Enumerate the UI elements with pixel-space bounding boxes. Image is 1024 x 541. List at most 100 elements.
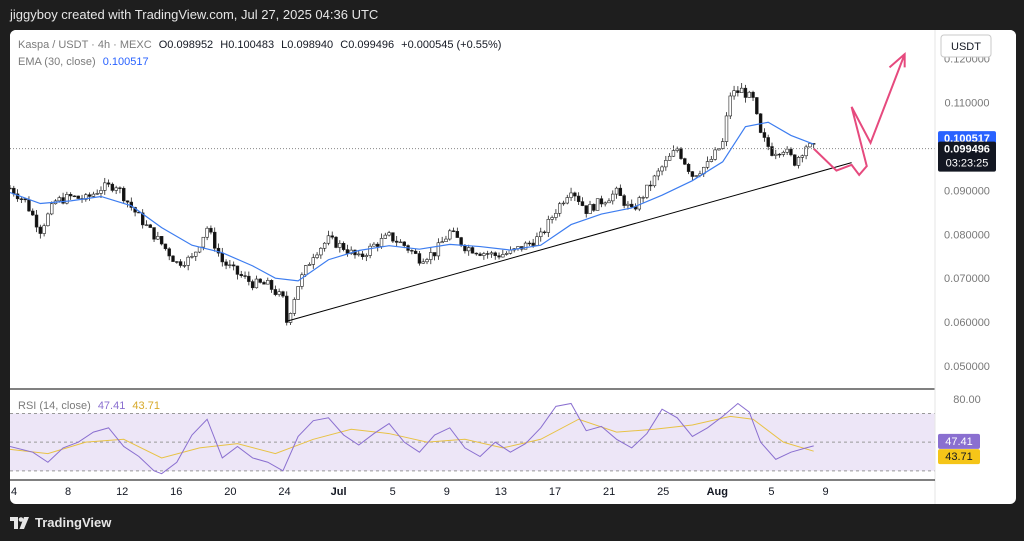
svg-text:0.099496: 0.099496 xyxy=(944,144,990,156)
candle xyxy=(478,252,482,257)
candle xyxy=(705,156,710,170)
candle xyxy=(595,198,600,211)
candle xyxy=(565,194,569,205)
candle xyxy=(31,208,35,216)
price-scale[interactable]: 0.1200000.1100000.1000000.0900000.080000… xyxy=(944,54,990,373)
candle xyxy=(334,236,338,249)
price-tick-label: 0.080000 xyxy=(944,229,990,241)
last-price-tag: 0.099496 03:23:25 xyxy=(938,141,996,172)
candle xyxy=(247,271,251,286)
candle xyxy=(46,212,50,227)
candle xyxy=(709,156,714,163)
chart-panel[interactable]: 0.1200000.1100000.1000000.0900000.080000… xyxy=(10,30,1016,504)
candle xyxy=(766,134,770,151)
candle xyxy=(315,252,319,260)
candle xyxy=(167,247,171,261)
candle xyxy=(266,277,270,285)
trend-line[interactable] xyxy=(286,162,852,322)
candle xyxy=(690,171,695,181)
legend-symbol: Kaspa / USDT · 4h · MEXC xyxy=(18,39,152,51)
candle xyxy=(474,252,478,256)
candle xyxy=(470,245,475,254)
rsi-ma-value: 43.71 xyxy=(132,400,160,412)
candle xyxy=(485,250,490,259)
time-tick-label: 16 xyxy=(170,486,182,498)
candle xyxy=(747,90,751,98)
candle xyxy=(429,247,433,265)
candle xyxy=(527,240,532,246)
candle xyxy=(87,192,92,201)
candle xyxy=(410,249,414,255)
candle xyxy=(413,248,418,255)
candle xyxy=(156,231,160,240)
candle xyxy=(728,92,732,119)
candle xyxy=(273,285,278,297)
candle xyxy=(467,244,471,256)
candle xyxy=(288,312,293,326)
candle xyxy=(550,215,554,224)
legend-c-label: C xyxy=(340,39,348,51)
candle xyxy=(455,227,460,238)
candle xyxy=(338,240,342,253)
candle xyxy=(804,144,808,160)
rsi-value: 47.41 xyxy=(98,400,126,412)
candle xyxy=(228,260,232,269)
candle xyxy=(554,209,558,221)
candle xyxy=(148,223,152,228)
time-tick-label: 13 xyxy=(495,486,507,498)
candle xyxy=(580,197,585,207)
candle xyxy=(19,197,24,203)
countdown: 03:23:25 xyxy=(946,158,989,170)
candle xyxy=(603,201,607,207)
legend-h-value: 0.100483 xyxy=(228,39,274,51)
candle xyxy=(504,251,509,256)
candle xyxy=(770,142,774,157)
candle xyxy=(34,210,39,233)
candle xyxy=(296,286,300,300)
tradingview-logo-icon xyxy=(10,516,29,529)
candle xyxy=(618,184,623,196)
candle xyxy=(285,291,289,326)
candle xyxy=(622,193,626,209)
candle xyxy=(231,261,236,271)
candle xyxy=(739,83,744,93)
currency-button[interactable]: USDT xyxy=(940,34,992,58)
candle xyxy=(178,259,183,268)
svg-text:47.41: 47.41 xyxy=(945,436,973,448)
candle xyxy=(194,251,198,261)
candle xyxy=(311,253,315,269)
price-pane[interactable] xyxy=(10,30,1016,388)
tradingview-logo[interactable]: TradingView xyxy=(10,515,111,530)
candle xyxy=(417,250,422,266)
legend-h-label: H xyxy=(220,39,228,51)
rsi-line xyxy=(10,402,814,475)
candle xyxy=(667,153,672,161)
candle xyxy=(497,252,501,260)
price-chart[interactable]: 0.1200000.1100000.1000000.0900000.080000… xyxy=(10,30,1016,504)
legend-ema-label: EMA (30, close) xyxy=(18,56,96,68)
candle xyxy=(671,145,676,157)
candle xyxy=(216,243,221,257)
candle xyxy=(357,250,361,257)
ema-line xyxy=(10,121,814,282)
candle xyxy=(432,252,437,261)
time-tick-label: Aug xyxy=(707,486,728,498)
candle xyxy=(250,279,255,291)
candle xyxy=(614,186,619,199)
candle xyxy=(175,261,179,264)
candle xyxy=(262,280,266,285)
candle xyxy=(440,236,444,244)
time-scale[interactable]: 4 8 12 16 20 24 Jul 5 9 13 17 21 25 Aug 5 9 xyxy=(11,486,829,498)
candle xyxy=(182,261,187,268)
candle xyxy=(110,182,115,193)
svg-text:43.71: 43.71 xyxy=(945,451,973,463)
candle xyxy=(125,200,130,208)
candle xyxy=(557,201,562,217)
candle xyxy=(38,224,43,239)
candle xyxy=(10,185,12,190)
candle xyxy=(793,154,797,167)
candle xyxy=(755,97,759,115)
candle xyxy=(307,262,312,266)
projection-arrow[interactable] xyxy=(812,51,906,177)
currency-label: USDT xyxy=(951,41,981,53)
